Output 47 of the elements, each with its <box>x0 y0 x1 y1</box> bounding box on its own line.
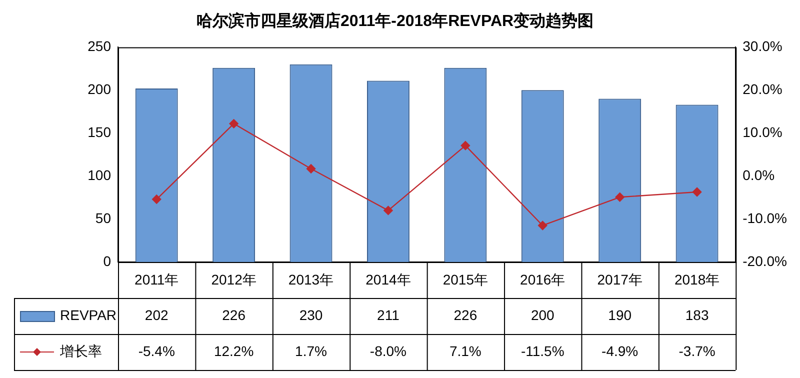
data-label: 190 <box>608 306 632 323</box>
point <box>384 206 393 216</box>
legend-label: REVPAR <box>60 306 117 323</box>
y-tick-label: 150 <box>88 124 112 140</box>
y2-tick-label: -10.0% <box>742 210 787 226</box>
y2-tick-label: 20.0% <box>742 81 782 98</box>
data-label: 183 <box>685 306 709 323</box>
point <box>692 187 702 197</box>
y2-tick-label: -20.0% <box>742 252 787 269</box>
y-tick-label: 200 <box>88 81 112 98</box>
data-label: 12.2% <box>214 342 254 359</box>
point <box>229 119 238 128</box>
y-tick-label: 50 <box>95 210 112 226</box>
x-tick-label: 2011年 <box>134 271 179 288</box>
y-tick-label: 100 <box>88 166 112 183</box>
x-tick-label: 2014年 <box>366 271 411 288</box>
x-tick-label: 2018年 <box>674 271 720 288</box>
x-tick-label: 2012年 <box>211 271 256 288</box>
legend-label: 增长率 <box>59 342 102 359</box>
data-label: 211 <box>377 306 400 323</box>
data-label: -5.4% <box>138 342 175 359</box>
y2-tick-label: 10.0% <box>742 124 782 140</box>
y2-tick-label: 30.0% <box>742 38 782 54</box>
data-label: -11.5% <box>520 342 564 359</box>
data-label: -3.7% <box>678 342 716 359</box>
data-label: -8.0% <box>370 342 407 359</box>
data-label: 202 <box>144 306 168 323</box>
x-tick-label: 2015年 <box>442 271 488 288</box>
point <box>152 194 162 204</box>
data-label: 200 <box>530 306 555 323</box>
y-tick-label: 0 <box>103 252 112 269</box>
x-tick-label: 2013年 <box>288 271 334 288</box>
point <box>460 140 470 150</box>
chart-title: 哈尔滨市四星级酒店2011年-2018年REVPAR变动趋势图 <box>196 11 594 30</box>
data-label: 226 <box>222 306 246 323</box>
data-label: -4.9% <box>602 342 638 359</box>
data-label: 7.1% <box>449 342 482 359</box>
data-label: 230 <box>299 306 323 323</box>
data-label: 226 <box>454 306 478 323</box>
x-tick-label: 2017年 <box>597 271 642 288</box>
y2-tick-label: 0.0% <box>742 166 775 183</box>
point <box>306 164 316 174</box>
point <box>538 220 548 230</box>
x-tick-label: 2016年 <box>520 271 566 288</box>
data-label: 1.7% <box>295 342 327 359</box>
y-tick-label: 250 <box>88 38 112 54</box>
point <box>615 192 624 202</box>
